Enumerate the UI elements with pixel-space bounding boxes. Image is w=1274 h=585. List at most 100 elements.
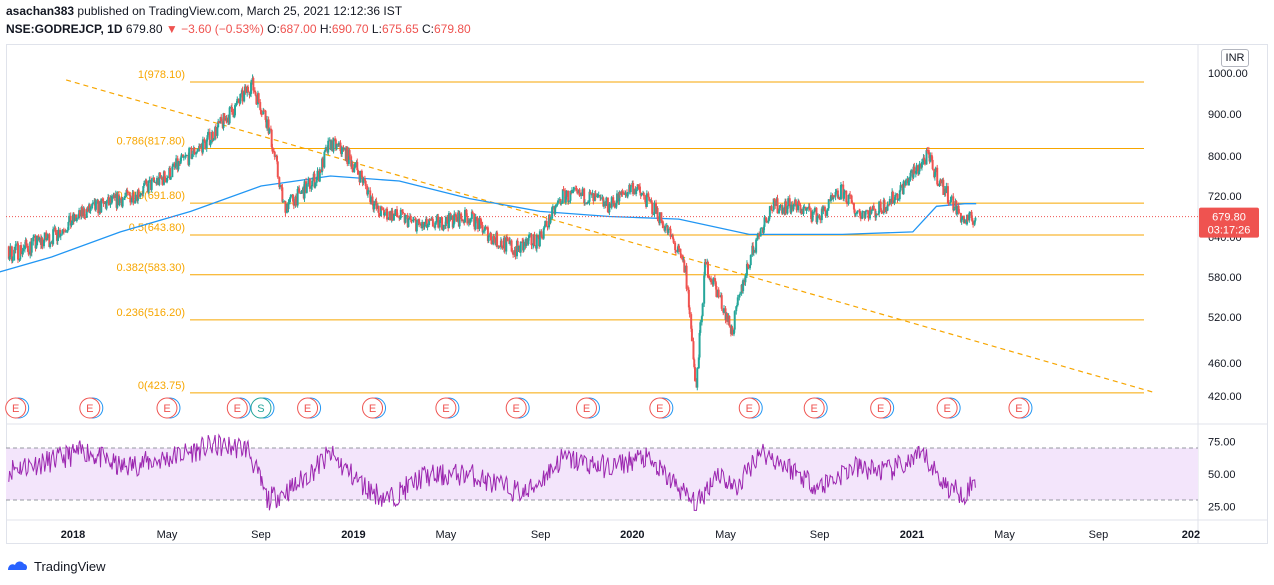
candle-body	[284, 201, 287, 213]
candle-body	[676, 250, 679, 252]
candle-body	[910, 170, 913, 173]
event-circle	[575, 397, 597, 419]
candle-body	[790, 204, 793, 213]
candle-body	[373, 203, 376, 210]
candle-body	[235, 102, 238, 106]
candle-body	[414, 219, 417, 221]
candle-body	[545, 221, 548, 226]
earnings-marker[interactable]: E	[79, 397, 104, 419]
candle-body	[824, 210, 827, 216]
candle-body	[859, 211, 862, 216]
earnings-marker[interactable]: E	[649, 397, 674, 419]
candle-body	[952, 196, 955, 211]
candle-body	[233, 105, 236, 116]
candle-body	[850, 195, 853, 203]
candle-body	[321, 158, 324, 168]
candle-body	[883, 200, 886, 213]
event-circle	[5, 397, 27, 419]
earnings-marker[interactable]: E	[435, 397, 460, 419]
candle-body	[380, 206, 383, 208]
candle-body	[652, 213, 655, 215]
candle-body	[62, 229, 65, 232]
candle-body	[120, 198, 123, 200]
candle-body	[717, 289, 720, 297]
candle-body	[343, 148, 346, 150]
candle-body	[685, 265, 688, 289]
event-label: E	[163, 403, 170, 415]
earnings-marker[interactable]: E	[1008, 397, 1033, 419]
candle-body	[971, 218, 974, 222]
candle-body	[554, 207, 557, 214]
candle-body	[950, 196, 953, 198]
rsi-line	[8, 433, 976, 511]
candle-body	[33, 235, 36, 238]
candle-body	[904, 180, 907, 186]
candle-body	[13, 249, 16, 261]
symbol-label[interactable]: NSE:GODREJCP, 1D	[6, 22, 123, 36]
candle-body	[61, 230, 64, 234]
candle-body	[973, 220, 976, 225]
earnings-marker[interactable]: E	[870, 397, 895, 419]
earnings-marker[interactable]: E	[5, 397, 30, 419]
candle-body	[820, 208, 823, 221]
candle-body	[687, 289, 690, 308]
candle-body	[541, 236, 544, 239]
event-label: E	[877, 403, 884, 415]
candle-body	[744, 275, 747, 283]
publisher-name[interactable]: asachan383	[6, 4, 75, 18]
candles	[7, 74, 977, 391]
rsi-tick-label: 25.00	[1208, 502, 1236, 514]
candle-body	[618, 192, 621, 202]
candle-body	[956, 205, 959, 215]
earnings-marker[interactable]: E	[936, 397, 961, 419]
candle-body	[815, 207, 818, 223]
currency-button[interactable]: INR	[1221, 49, 1249, 67]
candle-body	[266, 119, 269, 128]
earnings-marker[interactable]: E	[362, 397, 387, 419]
footer-brand[interactable]: TradingView	[34, 558, 106, 574]
candle-body	[592, 193, 595, 201]
split-marker[interactable]: S	[250, 397, 275, 419]
published-text: published on TradingView.com, March 25, …	[77, 4, 403, 18]
candle-body	[835, 190, 838, 192]
event-label: E	[656, 403, 663, 415]
candle-body	[289, 197, 292, 203]
earnings-marker[interactable]: E	[156, 397, 181, 419]
candle-body	[137, 189, 140, 197]
candle-body	[822, 206, 825, 211]
candle-body	[152, 177, 155, 183]
candle-body	[842, 192, 845, 199]
candle-body	[179, 157, 182, 164]
candle-body	[421, 221, 424, 229]
candle-body	[765, 220, 768, 223]
candle-body	[276, 155, 279, 162]
candle-body	[243, 91, 246, 102]
earnings-marker[interactable]: E	[505, 397, 530, 419]
earnings-marker[interactable]: E	[297, 397, 322, 419]
candle-body	[342, 147, 345, 149]
candle-body	[298, 188, 301, 193]
candle-body	[241, 90, 244, 102]
candle-body	[271, 147, 274, 152]
candle-body	[881, 211, 884, 214]
earnings-marker[interactable]: E	[226, 397, 251, 419]
time-tick-label: May	[157, 529, 178, 541]
earnings-marker[interactable]: E	[803, 397, 828, 419]
candle-body	[319, 170, 322, 173]
candle-body	[752, 249, 755, 253]
candle-body	[206, 135, 209, 140]
candle-body	[917, 165, 920, 174]
earnings-marker[interactable]: E	[575, 397, 600, 419]
candle-body	[961, 216, 964, 219]
candle-body	[506, 237, 509, 239]
event-label: E	[304, 403, 311, 415]
candle-body	[752, 245, 755, 253]
candle-body	[891, 191, 894, 204]
candle-body	[196, 148, 199, 152]
candle-body	[669, 228, 672, 237]
earnings-marker[interactable]: E	[738, 397, 763, 419]
candle-body	[452, 223, 455, 228]
candle-body	[779, 205, 782, 207]
